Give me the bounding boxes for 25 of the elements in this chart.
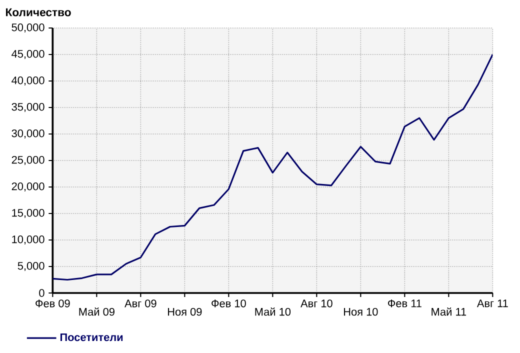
y-tick-label: 5,000: [18, 262, 44, 272]
x-tick-label: Май 09: [79, 307, 114, 316]
y-tick-label: 45,000: [12, 50, 44, 60]
x-tick-label: Фев 10: [212, 300, 246, 308]
x-tick-label: Авг 10: [300, 300, 332, 308]
x-tick-label: Авг 11: [476, 300, 508, 308]
line-series: [52, 54, 493, 281]
y-tick-label: 30,000: [12, 129, 44, 139]
x-tick-label: Май 10: [255, 307, 291, 316]
x-tick-label: Май 11: [432, 307, 466, 316]
x-tick-label: Ноя 10: [344, 308, 378, 316]
x-tick-label: Авг 09: [124, 300, 156, 308]
y-axis-title: Количество: [6, 8, 71, 16]
x-tick-label: Ноя 09: [168, 308, 202, 316]
y-tick-label: 0: [39, 289, 44, 297]
legend-label: Посетители: [60, 333, 123, 342]
y-tick-label: 35,000: [12, 102, 44, 112]
y-tick-label: 50,000: [12, 23, 44, 33]
x-tick-label: Фев 11: [388, 300, 422, 308]
y-tick-label: 15,000: [12, 208, 44, 218]
y-tick-label: 20,000: [12, 182, 44, 192]
y-tick-label: 25,000: [12, 156, 44, 166]
y-tick-label: 10,000: [12, 235, 44, 245]
x-tick-label: Фев 09: [36, 300, 70, 308]
y-tick-label: 40,000: [12, 76, 44, 86]
